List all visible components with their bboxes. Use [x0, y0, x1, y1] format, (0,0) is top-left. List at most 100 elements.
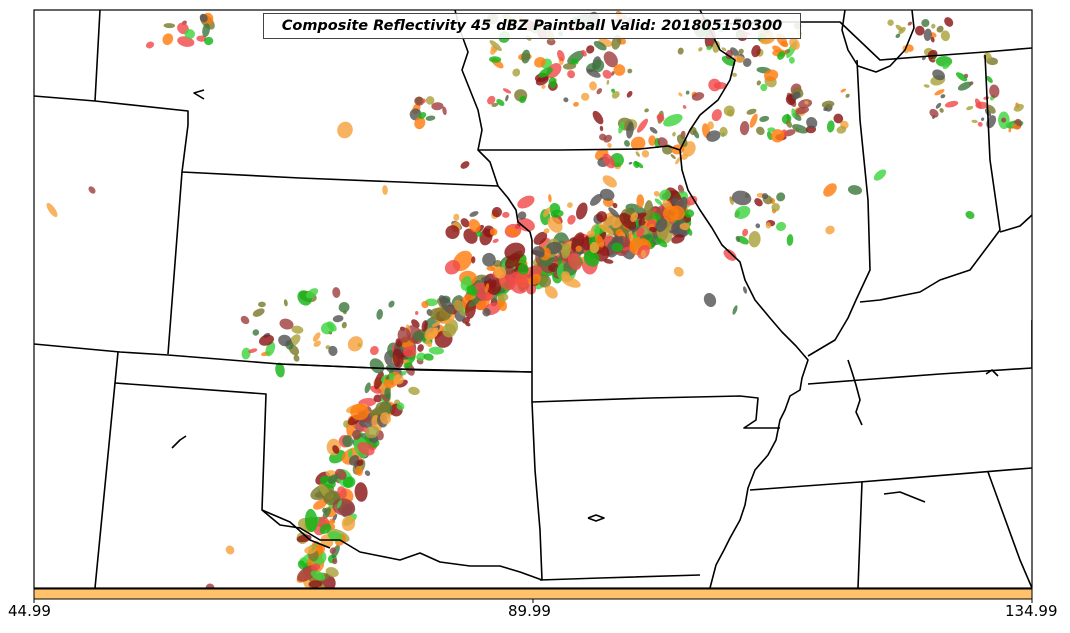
reflectivity-blob — [225, 545, 235, 555]
reflectivity-blob — [602, 69, 612, 79]
reflectivity-blob — [356, 459, 364, 467]
border-ks-ok — [279, 363, 533, 373]
reflectivity-blob — [785, 120, 793, 128]
reflectivity-blob — [599, 188, 615, 201]
reflectivity-blob — [348, 448, 353, 458]
reflectivity-blob — [517, 263, 529, 275]
lake-shape-2 — [587, 514, 605, 522]
reflectivity-blob — [544, 285, 558, 299]
reflectivity-blob — [581, 49, 587, 57]
reflectivity-blob — [914, 25, 925, 36]
reflectivity-blob — [936, 25, 944, 33]
reflectivity-blob — [636, 194, 645, 208]
reflectivity-blob — [291, 325, 304, 334]
reflectivity-blob — [644, 108, 649, 113]
reflectivity-blob — [431, 321, 441, 328]
reflectivity-blob — [648, 135, 657, 146]
reflectivity-blob — [356, 486, 365, 494]
reflectivity-blob — [177, 36, 195, 47]
reflectivity-blob — [676, 134, 688, 148]
reflectivity-blob — [673, 266, 684, 277]
reflectivity-blob — [775, 221, 787, 232]
reflectivity-blob — [606, 79, 610, 85]
reflectivity-blob — [204, 36, 214, 46]
reflectivity-blob — [476, 231, 483, 237]
reflectivity-blob — [770, 129, 785, 143]
reflectivity-blob — [397, 327, 411, 343]
reflectivity-blob — [310, 570, 326, 581]
reflectivity-blob — [654, 198, 663, 206]
reflectivity-blob — [836, 125, 847, 134]
reflectivity-blob — [541, 84, 546, 89]
reflectivity-blob — [734, 205, 751, 219]
reflectivity-blob — [444, 260, 461, 275]
reflectivity-blob — [408, 386, 420, 395]
reflectivity-blob — [731, 190, 752, 206]
reflectivity-blob — [293, 354, 300, 362]
reflectivity-blob — [410, 345, 415, 350]
reflectivity-blob — [561, 243, 571, 259]
reflectivity-blob — [765, 222, 771, 229]
border-il-in — [807, 59, 871, 357]
reflectivity-blob — [663, 113, 683, 127]
reflectivity-blob — [826, 120, 835, 133]
reflectivity-blob — [328, 531, 343, 542]
reflectivity-blob — [570, 58, 579, 65]
reflectivity-blob — [939, 107, 944, 113]
reflectivity-blob — [313, 499, 328, 510]
reflectivity-blob — [627, 68, 633, 74]
reflectivity-blob — [746, 108, 757, 115]
reflectivity-blob — [833, 113, 844, 124]
reflectivity-blob — [487, 95, 496, 105]
reflectivity-blob — [672, 131, 676, 137]
reflectivity-blob — [396, 402, 405, 411]
reflectivity-blob — [310, 563, 321, 571]
reflectivity-blob — [567, 253, 582, 270]
reflectivity-blob — [615, 228, 624, 237]
reflectivity-blob — [380, 412, 391, 425]
colorbar-tick-label-mid: 89.99 — [508, 602, 551, 620]
reflectivity-blob — [442, 323, 457, 338]
reflectivity-blob — [512, 68, 521, 77]
border-ky-tn — [807, 367, 1032, 385]
reflectivity-blob — [780, 41, 789, 48]
map-title: Composite Reflectivity 45 dBZ Paintball … — [263, 13, 801, 39]
reflectivity-blob — [630, 136, 646, 151]
reflectivity-blob — [1008, 128, 1012, 133]
reflectivity-blob — [573, 101, 579, 107]
reflectivity-blob — [275, 362, 285, 378]
reflectivity-blob — [414, 96, 425, 106]
reflectivity-blob — [713, 82, 727, 90]
reflectivity-blob — [532, 246, 545, 257]
reflectivity-blob — [596, 88, 603, 95]
reflectivity-blob — [332, 287, 341, 298]
reflectivity-blob — [416, 352, 426, 362]
map-frame — [33, 9, 1033, 589]
reflectivity-blob — [516, 217, 535, 232]
reflectivity-blob — [492, 238, 499, 243]
reflectivity-blob — [586, 45, 595, 54]
border-wy-co — [167, 171, 183, 355]
reflectivity-blob — [205, 583, 215, 588]
reflectivity-blob — [656, 113, 665, 122]
reflectivity-blob — [46, 202, 58, 218]
reflectivity-blob — [619, 212, 637, 230]
reflectivity-blob — [547, 216, 563, 233]
reflectivity-blob — [489, 56, 502, 63]
reflectivity-blob — [603, 259, 614, 264]
reflectivity-blob — [546, 63, 562, 79]
reflectivity-blob — [373, 394, 383, 403]
reflectivity-blob — [934, 89, 945, 96]
reflectivity-blob — [607, 142, 612, 148]
ohio-river — [999, 214, 1032, 233]
reflectivity-blob — [319, 523, 332, 534]
reflectivity-blob — [342, 476, 356, 488]
reflectivity-blob — [732, 72, 737, 77]
reflectivity-blob — [931, 23, 936, 29]
reflectivity-blob — [611, 71, 615, 76]
reflectivity-blob — [438, 295, 455, 315]
reflectivity-blob — [748, 231, 761, 248]
border-tn-ms — [749, 467, 1032, 491]
reflectivity-blob — [670, 154, 676, 160]
reflectivity-blob — [382, 185, 388, 195]
